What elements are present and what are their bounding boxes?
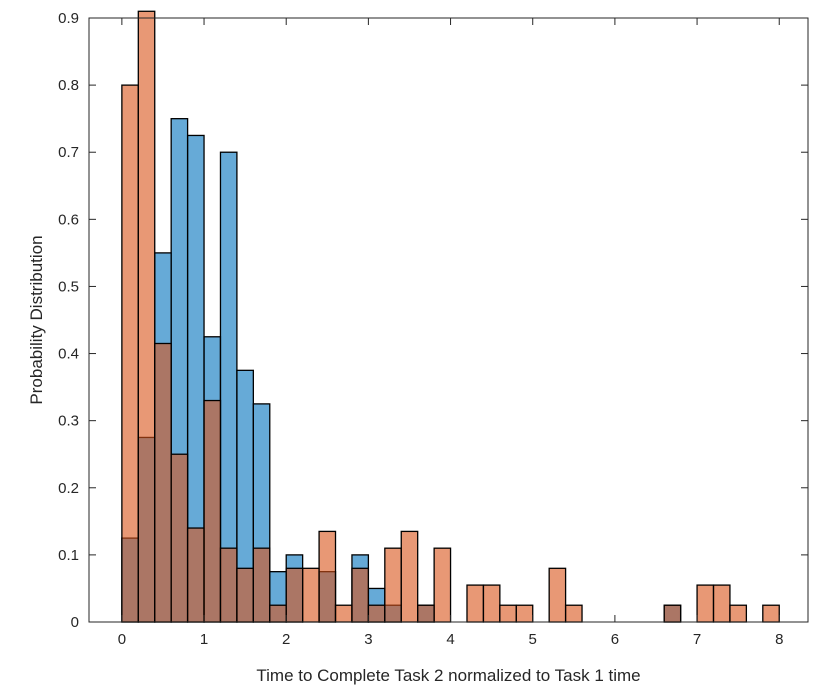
plot-area-frame [88,17,809,623]
y-tick-label: 0.5 [58,278,79,295]
bar-series-2-bin-28 [712,584,731,623]
bar-series-2-bin-23 [515,604,534,623]
x-axis-label: Time to Complete Task 2 normalized to Ta… [256,666,640,685]
bar-series-2-bin-20 [466,584,485,623]
x-tick-label: 0 [118,631,126,648]
bar-series-2-bin-19 [433,547,452,623]
bar-series-2-bin-25 [564,604,583,623]
bar-series-2-bin-11 [301,567,320,623]
bar-series-2-bin-13 [334,604,353,623]
bar-series-2-bin-29 [729,604,748,623]
x-tick-labels: 0 1 2 3 4 5 6 7 8 [118,631,784,648]
bar-series-2-bin-14 [351,567,370,623]
y-tick-label: 0.3 [58,413,79,430]
bar-series-2-bin-0 [121,84,139,623]
bar-series-2-bin-2 [154,342,172,623]
x-tick-label: 5 [529,631,537,648]
bar-series-2-bin-5 [203,399,222,623]
bar-series-2-bin-10 [285,567,304,623]
x-tick-label: 6 [611,631,619,648]
y-tick-label: 0.8 [58,77,79,94]
x-tick-label: 8 [775,631,783,648]
y-tick-label: 0.4 [58,346,79,363]
y-tick-label: 0.2 [58,480,79,497]
bar-series-2-bin-26 [663,604,682,623]
bar-series-2-bin-27 [696,584,715,623]
bar-series-2-bin-30 [762,604,780,623]
x-tick-label: 7 [693,631,701,648]
y-tick-label: 0.7 [58,144,79,161]
bar-series-2-bin-18 [417,604,435,623]
y-axis-label: Probability Distribution [27,235,46,404]
y-tick-label: 0.9 [58,10,79,27]
bar-series-2-bin-8 [252,547,271,623]
x-tick-label: 1 [200,631,208,648]
y-tick-label: 0 [71,614,79,631]
y-tick-labels: 0 0.1 0.2 0.3 0.4 0.5 0.6 0.7 0.8 0.9 [58,10,79,631]
bar-series-2-bin-3 [170,453,189,623]
bar-series-2-bin-22 [499,604,517,623]
x-tick-label: 3 [364,631,372,648]
bar-series-2-bin-7 [236,567,254,623]
bar-series-2-bin-1 [137,10,156,623]
bar-series-2-bin-6 [219,547,238,623]
bar-series-2-bin-21 [482,584,501,623]
bar-series-2-bin-17 [400,530,419,623]
y-tick-label: 0.1 [58,547,79,564]
bar-series-2-bin-4 [186,527,205,623]
axis-ticks [89,17,808,623]
x-tick-label: 2 [282,631,290,648]
y-tick-label: 0.6 [58,211,79,228]
bar-series-2-bin-15 [367,604,386,623]
bar-series-2-bin-12 [318,530,337,623]
bar-series-2-bin-24 [548,567,567,623]
x-tick-label: 4 [446,631,454,648]
bar-series-2-bin-16 [384,547,402,623]
bar-series-2-bin-9 [269,604,287,623]
